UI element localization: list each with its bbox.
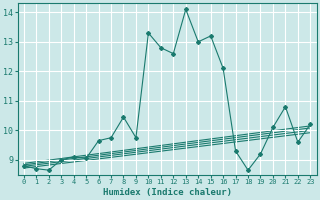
X-axis label: Humidex (Indice chaleur): Humidex (Indice chaleur) — [103, 188, 232, 197]
